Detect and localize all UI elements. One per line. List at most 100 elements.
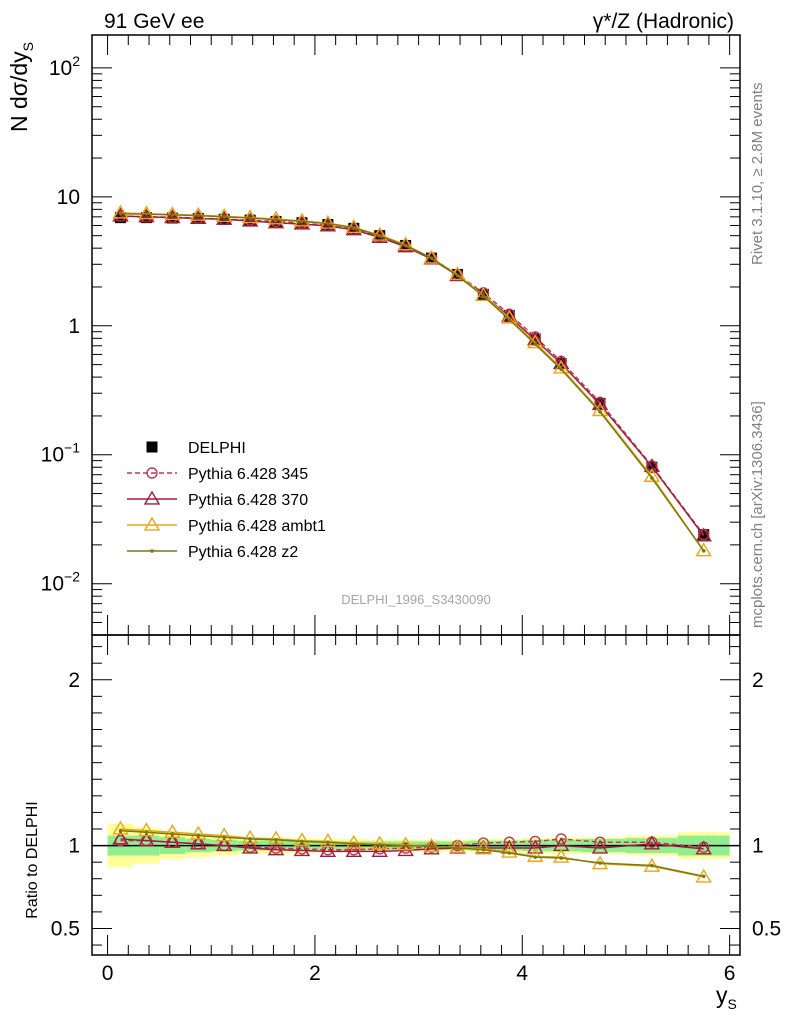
ratio-point-pythia-6-428-370 xyxy=(241,839,259,854)
main-series-pythia-6-428-345 xyxy=(114,210,710,541)
main-y-tick-label: 1 xyxy=(68,315,80,338)
main-point-pythia-6-428-ambt1 xyxy=(591,402,609,417)
ratio-point-pythia-6-428-z2 xyxy=(455,846,460,850)
main-y-tick-label: 10−2 xyxy=(41,569,81,596)
main-point-pythia-6-428-370 xyxy=(241,212,259,227)
ratio-point-pythia-6-428-ambt1 xyxy=(552,848,570,863)
ratio-point-pythia-6-428-z2 xyxy=(429,844,434,849)
ratio-point-pythia-6-428-370 xyxy=(319,842,337,857)
main-series-layer xyxy=(112,204,712,557)
main-point-pythia-6-428-z2 xyxy=(222,215,226,219)
main-y-tick-label: 10 xyxy=(57,186,80,209)
ratio-point-pythia-6-428-ambt1 xyxy=(215,827,233,842)
main-point-pythia-6-428-z2 xyxy=(248,216,252,220)
ratio-point-pythia-6-428-ambt1 xyxy=(345,834,363,849)
legend-label: Pythia 6.428 345 xyxy=(188,466,308,483)
main-y-axis-title-subscript: S xyxy=(20,42,36,51)
x-tick-label: 0 xyxy=(102,962,114,985)
ratio-point-pythia-6-428-z2 xyxy=(533,855,538,859)
main-y-axis-title: N dσ/dyS xyxy=(6,42,36,132)
main-line-pythia-6-428-370 xyxy=(120,215,705,537)
ratio-line-pythia-6-428-370 xyxy=(120,838,704,853)
main-point-pythia-6-428-z2 xyxy=(455,273,460,278)
ratio-point-pythia-6-428-z2 xyxy=(481,847,486,852)
ratio-y-tick-label: 1 xyxy=(68,835,80,858)
ratio-point-pythia-6-428-370 xyxy=(112,830,129,845)
main-point-pythia-6-428-z2 xyxy=(351,226,356,230)
legend-marker xyxy=(146,441,158,453)
ratio-point-pythia-6-428-z2 xyxy=(650,863,654,868)
ratio-point-pythia-6-428-370 xyxy=(190,835,207,850)
ratio-point-pythia-6-428-ambt1 xyxy=(164,823,181,838)
main-point-pythia-6-428-z2 xyxy=(481,294,486,298)
ratio-point-pythia-6-428-ambt1 xyxy=(397,836,414,851)
ratio-point-pythia-6-428-z2 xyxy=(144,830,149,835)
main-point-pythia-6-428-z2 xyxy=(429,256,434,260)
ratio-point-pythia-6-428-370 xyxy=(695,840,712,855)
ratio-point-pythia-6-428-370 xyxy=(527,839,544,854)
ratio-point-pythia-6-428-ambt1 xyxy=(449,838,466,853)
main-point-pythia-6-428-z2 xyxy=(701,548,706,553)
ratio-point-pythia-6-428-ambt1 xyxy=(267,830,285,845)
ratio-point-pythia-6-428-370 xyxy=(345,842,363,857)
x-tick-label: 6 xyxy=(724,962,736,985)
ratio-point-pythia-6-428-370 xyxy=(643,835,661,850)
ratio-point-pythia-6-428-ambt1 xyxy=(293,832,311,847)
main-series-delphi xyxy=(115,212,710,541)
legend-label: Pythia 6.428 370 xyxy=(188,492,308,509)
legend-label: DELPHI xyxy=(188,440,246,457)
main-point-pythia-6-428-370 xyxy=(591,396,609,411)
legend-label: Pythia 6.428 z2 xyxy=(188,544,298,561)
ratio-point-pythia-6-428-345 xyxy=(594,836,606,848)
main-point-pythia-6-428-z2 xyxy=(144,212,149,216)
ratio-point-pythia-6-428-ambt1 xyxy=(241,829,259,844)
main-point-pythia-6-428-ambt1 xyxy=(241,209,259,224)
ratio-y-tick-label: 0.5 xyxy=(51,917,80,940)
ratio-point-pythia-6-428-370 xyxy=(164,833,181,848)
main-y-tick-label-base: 10 xyxy=(49,57,72,80)
header-left: 91 GeV ee xyxy=(104,10,204,33)
main-point-pythia-6-428-ambt1 xyxy=(164,206,181,221)
ratio-point-pythia-6-428-ambt1 xyxy=(475,840,492,855)
ratio-y-tick-label-right: 1 xyxy=(752,835,764,858)
main-point-pythia-6-428-370 xyxy=(293,215,311,230)
x-axis-title: yS xyxy=(716,982,737,1012)
main-point-pythia-6-428-ambt1 xyxy=(267,210,285,225)
ratio-point-pythia-6-428-370 xyxy=(293,842,311,857)
mcplots-label: mcplots.cern.ch [arXiv:1306.3436] xyxy=(749,401,766,628)
legend-label: Pythia 6.428 ambt1 xyxy=(188,518,326,535)
main-point-pythia-6-428-ambt1 xyxy=(112,204,129,219)
ratio-point-pythia-6-428-z2 xyxy=(196,833,201,838)
legend-entry-pythia-6-428-z2: Pythia 6.428 z2 xyxy=(127,544,298,561)
ratio-point-pythia-6-428-370 xyxy=(215,837,233,852)
main-y-tick-label-base: 10 xyxy=(41,573,64,596)
main-point-pythia-6-428-z2 xyxy=(650,476,654,480)
main-point-pythia-6-428-z2 xyxy=(507,317,512,322)
ratio-y-tick-label-right: 2 xyxy=(752,669,764,692)
legend-entry-pythia-6-428-370: Pythia 6.428 370 xyxy=(127,490,308,509)
ratio-point-pythia-6-428-370 xyxy=(423,840,440,855)
ratio-point-pythia-6-428-z2 xyxy=(274,837,278,842)
legend-entry-pythia-6-428-ambt1: Pythia 6.428 ambt1 xyxy=(127,516,326,535)
legend-marker xyxy=(143,516,161,531)
ratio-point-pythia-6-428-z2 xyxy=(326,840,330,845)
main-point-pythia-6-428-370 xyxy=(695,527,712,542)
ratio-y-tick-label-right: 0.5 xyxy=(752,917,781,940)
ratio-point-pythia-6-428-345 xyxy=(555,833,567,845)
main-point-pythia-6-428-z2 xyxy=(559,367,563,372)
main-point-pythia-6-428-ambt1 xyxy=(475,287,492,302)
legend-marker xyxy=(146,467,158,479)
main-point-pythia-6-428-370 xyxy=(643,458,661,473)
ratio-point-pythia-6-428-z2 xyxy=(403,843,408,848)
main-point-pythia-6-428-ambt1 xyxy=(552,359,570,374)
main-point-pythia-6-428-z2 xyxy=(403,243,408,248)
ratio-point-pythia-6-428-z2 xyxy=(701,874,706,879)
ratio-y-axis-title: Ratio to DELPHI xyxy=(24,801,41,918)
main-y-tick-label-base: 10 xyxy=(57,186,80,209)
main-y-tick-label: 10−1 xyxy=(41,440,81,467)
main-point-pythia-6-428-z2 xyxy=(170,213,175,217)
ratio-point-pythia-6-428-z2 xyxy=(170,832,175,836)
ratio-point-pythia-6-428-z2 xyxy=(222,835,226,840)
ratio-point-pythia-6-428-ambt1 xyxy=(527,847,544,862)
